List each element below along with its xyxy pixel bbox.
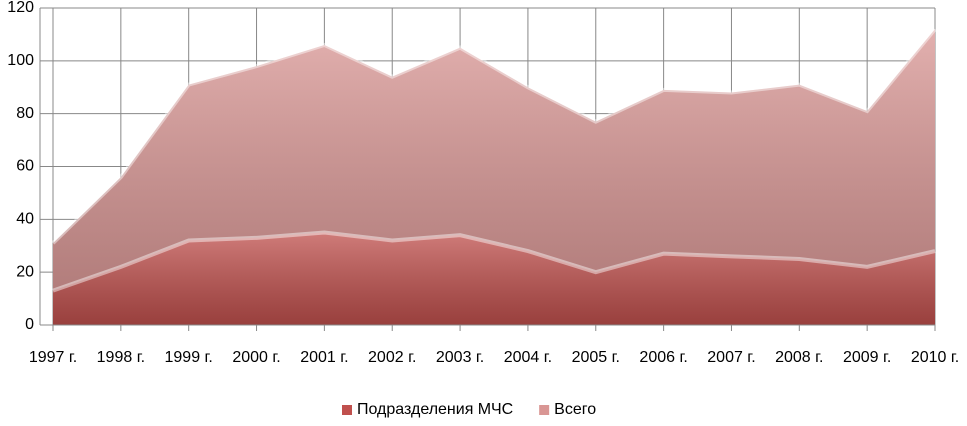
legend-marker <box>342 405 352 415</box>
area-shade <box>53 232 935 325</box>
legend-marker <box>539 405 550 415</box>
x-tick-label: 2006 г. <box>639 349 687 366</box>
x-tick-label: 2007 г. <box>707 349 755 366</box>
y-tick-label: 80 <box>16 105 34 122</box>
x-tick-label: 2000 г. <box>232 349 280 366</box>
x-tick-label: 2010 г. <box>911 349 959 366</box>
area-edge <box>51 27 937 245</box>
x-tick-label: 2009 г. <box>843 349 891 366</box>
x-tick-label: 2005 г. <box>572 349 620 366</box>
y-tick-label: 120 <box>7 0 34 16</box>
x-tick-label: 2001 г. <box>300 349 348 366</box>
y-tick-label: 100 <box>7 52 34 69</box>
x-tick-label: 1998 г. <box>97 349 145 366</box>
x-tick-label: 2003 г. <box>436 349 484 366</box>
y-tick-label: 60 <box>16 158 34 175</box>
legend-label: Всего <box>554 401 596 418</box>
x-tick-label: 1997 г. <box>29 349 77 366</box>
x-tick-label: 2004 г. <box>504 349 552 366</box>
y-tick-label: 0 <box>25 316 34 333</box>
legend-label: Подразделения МЧС <box>357 401 513 418</box>
x-tick-label: 1999 г. <box>165 349 213 366</box>
x-tick-label: 2008 г. <box>775 349 823 366</box>
y-tick-label: 40 <box>16 211 34 228</box>
x-tick-label: 2002 г. <box>368 349 416 366</box>
area-edge <box>52 230 936 293</box>
y-tick-label: 20 <box>16 263 34 280</box>
